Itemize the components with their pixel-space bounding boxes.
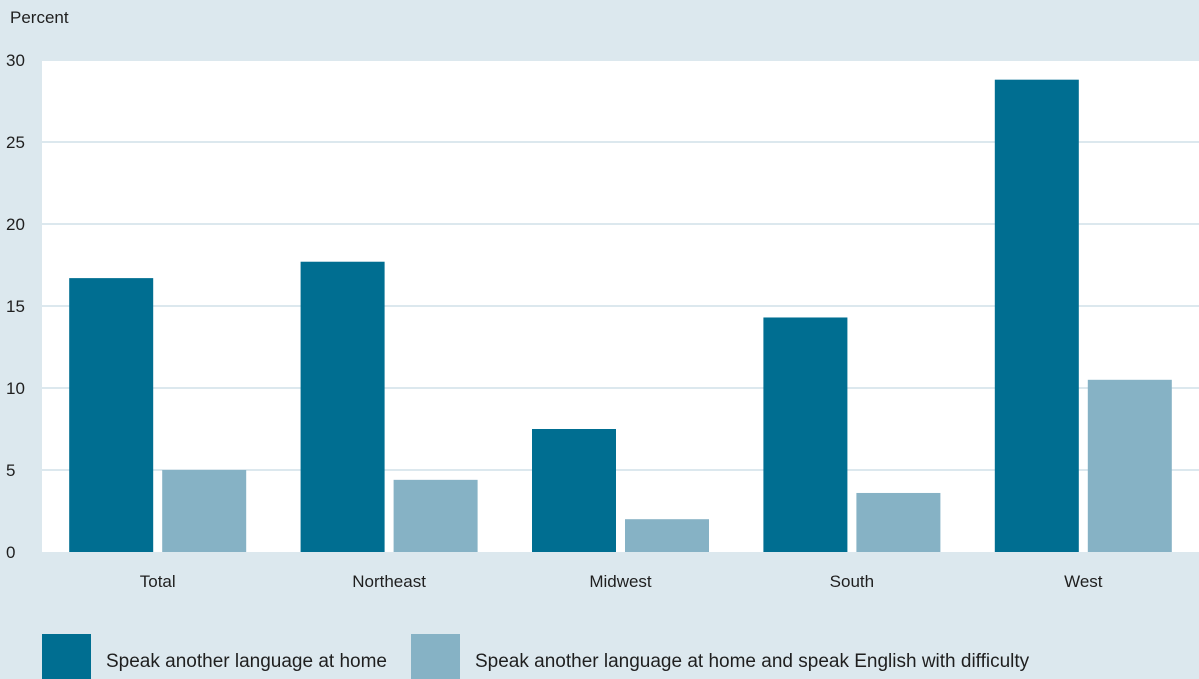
legend-label-english-difficulty: Speak another language at home and speak… [475,651,1030,672]
legend-swatch-speak-another-language [42,634,91,679]
bar-northeast-series-1 [300,261,385,552]
bar-total-series-2 [162,470,247,552]
legend-item-speak-another-language: Speak another language at home [42,634,387,679]
legend-label-speak-another-language: Speak another language at home [106,651,387,672]
legend-item-english-difficulty: Speak another language at home and speak… [411,634,1029,679]
x-tick-label-south: South [830,572,874,591]
y-tick-label-30: 30 [6,51,25,70]
bar-total-series-1 [69,278,154,552]
y-tick-label-0: 0 [6,543,15,562]
x-tick-label-midwest: Midwest [589,572,652,591]
y-tick-label-20: 20 [6,215,25,234]
x-tick-label-west: West [1064,572,1103,591]
legend-swatch-english-difficulty [411,634,460,679]
bar-northeast-series-2 [393,479,478,552]
bar-west-series-1 [994,79,1079,553]
legend: Speak another language at home Speak ano… [42,634,1053,679]
bar-midwest-series-1 [532,429,616,552]
y-tick-label-5: 5 [6,461,15,480]
x-tick-label-northeast: Northeast [352,572,426,591]
y-tick-label-15: 15 [6,297,25,316]
bar-west-series-2 [1087,379,1172,552]
bar-south-series-1 [763,317,848,552]
y-tick-label-10: 10 [6,379,25,398]
x-tick-label-total: Total [140,572,176,591]
bar-midwest-series-2 [625,519,709,552]
y-axis-label: Percent [10,8,69,27]
bar-south-series-2 [856,492,941,552]
y-tick-label-25: 25 [6,133,25,152]
